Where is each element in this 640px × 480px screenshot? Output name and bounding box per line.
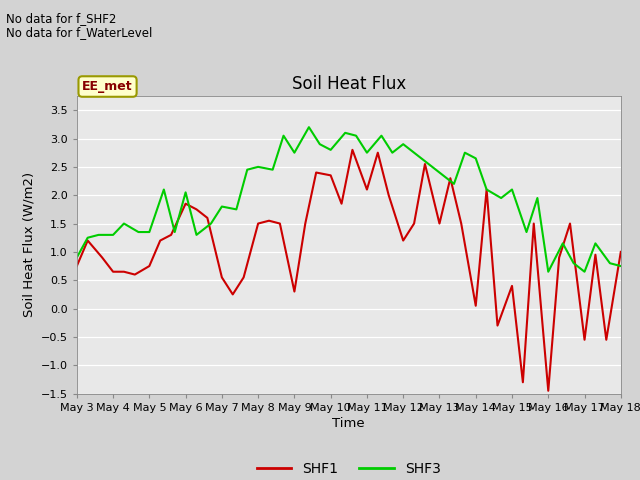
Y-axis label: Soil Heat Flux (W/m2): Soil Heat Flux (W/m2)	[22, 172, 35, 317]
X-axis label: Time: Time	[333, 417, 365, 430]
Text: No data for f_SHF2: No data for f_SHF2	[6, 12, 116, 25]
Text: No data for f_WaterLevel: No data for f_WaterLevel	[6, 26, 153, 39]
Legend: SHF1, SHF3: SHF1, SHF3	[251, 457, 447, 480]
Text: EE_met: EE_met	[82, 80, 133, 93]
Title: Soil Heat Flux: Soil Heat Flux	[292, 75, 406, 93]
